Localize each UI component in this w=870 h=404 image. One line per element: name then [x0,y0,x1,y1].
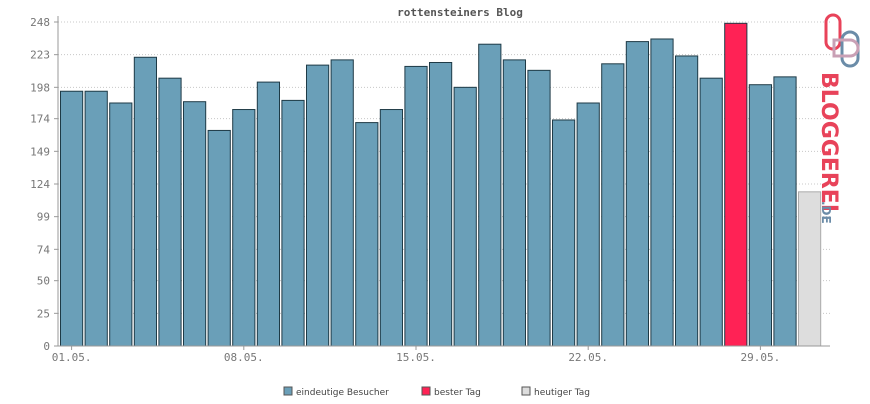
y-tick-label: 50 [37,275,50,288]
bar [133,56,158,347]
bar [84,90,108,347]
bar [355,122,379,347]
legend: eindeutige Besucher bester Tag heutiger Ta… [283,386,590,398]
chart-title: rottensteiners Blog [397,6,523,19]
y-tick-label: 124 [30,178,50,191]
bar [699,77,723,347]
logo-text: BLOGGEREI [816,72,841,212]
y-tick-label: 149 [30,145,50,158]
y-tick-label: 74 [37,243,51,256]
bar [601,63,625,347]
bar [232,109,256,347]
legend-swatch [521,386,531,396]
x-tick-label: 08.05. [224,351,264,364]
bar [625,41,649,347]
logo-icon [824,13,860,68]
bar [773,76,797,347]
y-tick-label: 99 [37,211,50,224]
bar [429,62,453,347]
y-tick-label: 198 [30,81,50,94]
bar [281,99,305,347]
bar [502,59,526,347]
legend-label: heutiger Tag [534,388,590,398]
bar [207,129,231,347]
y-tick-label: 248 [30,16,50,29]
bar [109,102,133,347]
bar [724,22,748,347]
x-tick-label: 15.05. [396,351,436,364]
bar [748,84,772,347]
bar [330,59,354,347]
x-tick-label: 22.05. [568,351,608,364]
bar [650,38,674,347]
y-tick-label: 223 [30,49,50,62]
y-tick-label: 25 [37,307,50,320]
bloggerei-logo: BLOGGEREI .DE [816,13,860,224]
bar [453,86,477,347]
bar [798,191,822,347]
bar [404,65,428,347]
logo-suffix: .DE [819,201,833,224]
legend-swatch [421,386,431,396]
x-axis: 01.05. 08.05. 15.05. 22.05. 29.05. [52,345,830,364]
y-axis: 0 25 50 74 99 124 149 174 198 223 248 [30,16,59,353]
bar [183,101,207,347]
bar [256,81,280,347]
bar [527,69,551,347]
bar [576,102,600,347]
bar [158,77,182,347]
bars [60,22,822,347]
x-tick-label: 01.05. [52,351,92,364]
bar [379,109,403,347]
x-tick-label: 29.05. [741,351,781,364]
bar [552,119,576,347]
y-tick-label: 174 [30,113,50,126]
y-tick-label: 0 [43,340,50,353]
legend-label: bester Tag [434,388,481,398]
legend-swatch [283,386,293,396]
bar [675,55,699,347]
legend-label: eindeutige Besucher [296,388,389,398]
bar [478,43,502,347]
bar [306,64,330,347]
bar [60,90,84,347]
